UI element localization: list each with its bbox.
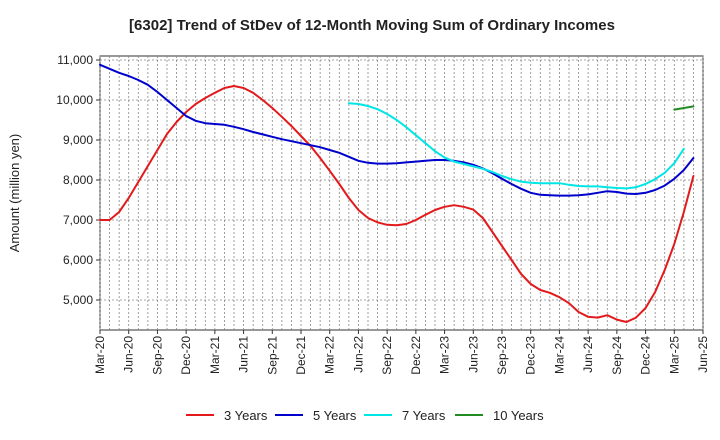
x-tick-label: Sep-24	[610, 336, 624, 375]
x-tick-label: Mar-24	[552, 336, 566, 374]
legend: 3 Years 5 Years 7 Years 10 Years	[186, 408, 544, 423]
x-tick-label: Mar-22	[323, 336, 337, 374]
x-tick-label: Jun-23	[466, 336, 480, 373]
plot-area	[99, 55, 704, 331]
y-tick-label: 9,000	[63, 133, 93, 147]
legend-label-10-years: 10 Years	[493, 408, 544, 423]
series-line-10-years	[673, 105, 695, 111]
x-tick-label: Sep-21	[265, 336, 279, 375]
y-tick-label: 7,000	[63, 213, 93, 227]
x-tick-label: Sep-22	[380, 336, 394, 375]
y-tick-label: 6,000	[63, 253, 93, 267]
y-axis-label: Amount (million yen)	[7, 134, 22, 253]
x-tick-label: Dec-21	[294, 336, 308, 375]
series-line-7-years	[347, 102, 685, 190]
legend-label-3-years: 3 Years	[224, 408, 268, 423]
x-tick-label: Jun-21	[237, 336, 251, 373]
legend-label-7-years: 7 Years	[402, 408, 446, 423]
x-tick-label: Mar-25	[667, 336, 681, 374]
series-line-3-years	[99, 85, 695, 323]
x-tick-label: Jun-24	[581, 336, 595, 373]
grid-lines	[99, 56, 704, 330]
chart-title: [6302] Trend of StDev of 12-Month Moving…	[129, 17, 615, 34]
y-tick-label: 10,000	[56, 93, 93, 107]
x-tick-label: Sep-20	[150, 336, 164, 375]
x-tick-label: Jun-20	[122, 336, 136, 373]
x-tick-label: Dec-24	[639, 336, 653, 375]
y-tick-label: 11,000	[57, 53, 93, 67]
y-tick-label: 8,000	[63, 173, 93, 187]
x-tick-label: Dec-22	[409, 336, 423, 375]
x-tick-label: Dec-23	[524, 336, 538, 375]
x-tick-label: Mar-23	[438, 336, 452, 374]
series-line-5-years	[99, 63, 695, 197]
x-tick-label: Sep-23	[495, 336, 509, 375]
x-axis-ticks: Mar-20 Jun-20 Sep-20 Dec-20 Mar-21 Jun-21 Sep-…	[93, 330, 710, 375]
x-tick-label: Mar-20	[93, 336, 107, 374]
y-axis-ticks: 5,000 6,000 7,000 8,000 9,000 10,000 11,000	[56, 53, 100, 307]
y-tick-label: 5,000	[63, 293, 93, 307]
x-tick-label: Dec-20	[179, 336, 193, 375]
x-tick-label: Mar-21	[208, 336, 222, 374]
x-tick-label: Jun-25	[696, 336, 710, 373]
x-tick-label: Jun-22	[351, 336, 365, 373]
series-lines	[99, 63, 695, 323]
legend-label-5-years: 5 Years	[313, 408, 357, 423]
